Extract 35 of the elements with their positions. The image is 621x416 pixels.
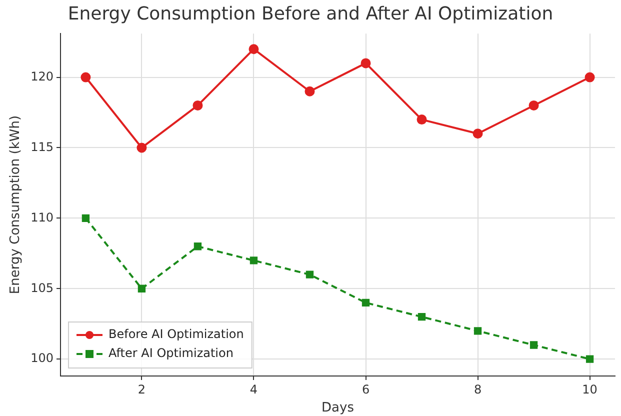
- chart-title: Energy Consumption Before and After AI Optimization: [68, 3, 554, 24]
- x-tick-label: 8: [474, 382, 482, 396]
- point: [530, 341, 538, 349]
- point: [472, 128, 483, 139]
- y-tick-label: 110: [30, 210, 54, 224]
- point: [306, 270, 314, 278]
- y-tick-label: 105: [30, 280, 54, 295]
- point: [584, 72, 595, 82]
- point: [418, 312, 426, 321]
- point: [474, 327, 482, 335]
- legend-label: After AI Optimization: [108, 346, 234, 360]
- x-tick-label: 2: [138, 382, 146, 396]
- point: [82, 214, 90, 222]
- legend-label: Before AI Optimization: [108, 327, 244, 342]
- y-tick-label: 115: [30, 140, 54, 154]
- y-tick-label: 100: [30, 351, 54, 366]
- point: [304, 86, 315, 96]
- point: [138, 284, 146, 292]
- x-tick-label: 10: [582, 382, 598, 396]
- point: [360, 58, 371, 68]
- point: [416, 114, 427, 125]
- point: [250, 256, 258, 264]
- point: [586, 355, 594, 363]
- point: [528, 100, 539, 110]
- point: [192, 100, 203, 110]
- y-tick-label: 120: [30, 69, 54, 84]
- point: [136, 142, 147, 153]
- x-tick-label: 4: [250, 382, 258, 396]
- point: [362, 298, 370, 307]
- point: [248, 44, 259, 54]
- y-axis-title: Energy Consumption (kWh): [8, 115, 24, 294]
- point: [194, 242, 202, 250]
- x-axis-title: Days: [322, 400, 354, 416]
- point: [80, 72, 91, 82]
- x-tick-label: 6: [362, 382, 370, 396]
